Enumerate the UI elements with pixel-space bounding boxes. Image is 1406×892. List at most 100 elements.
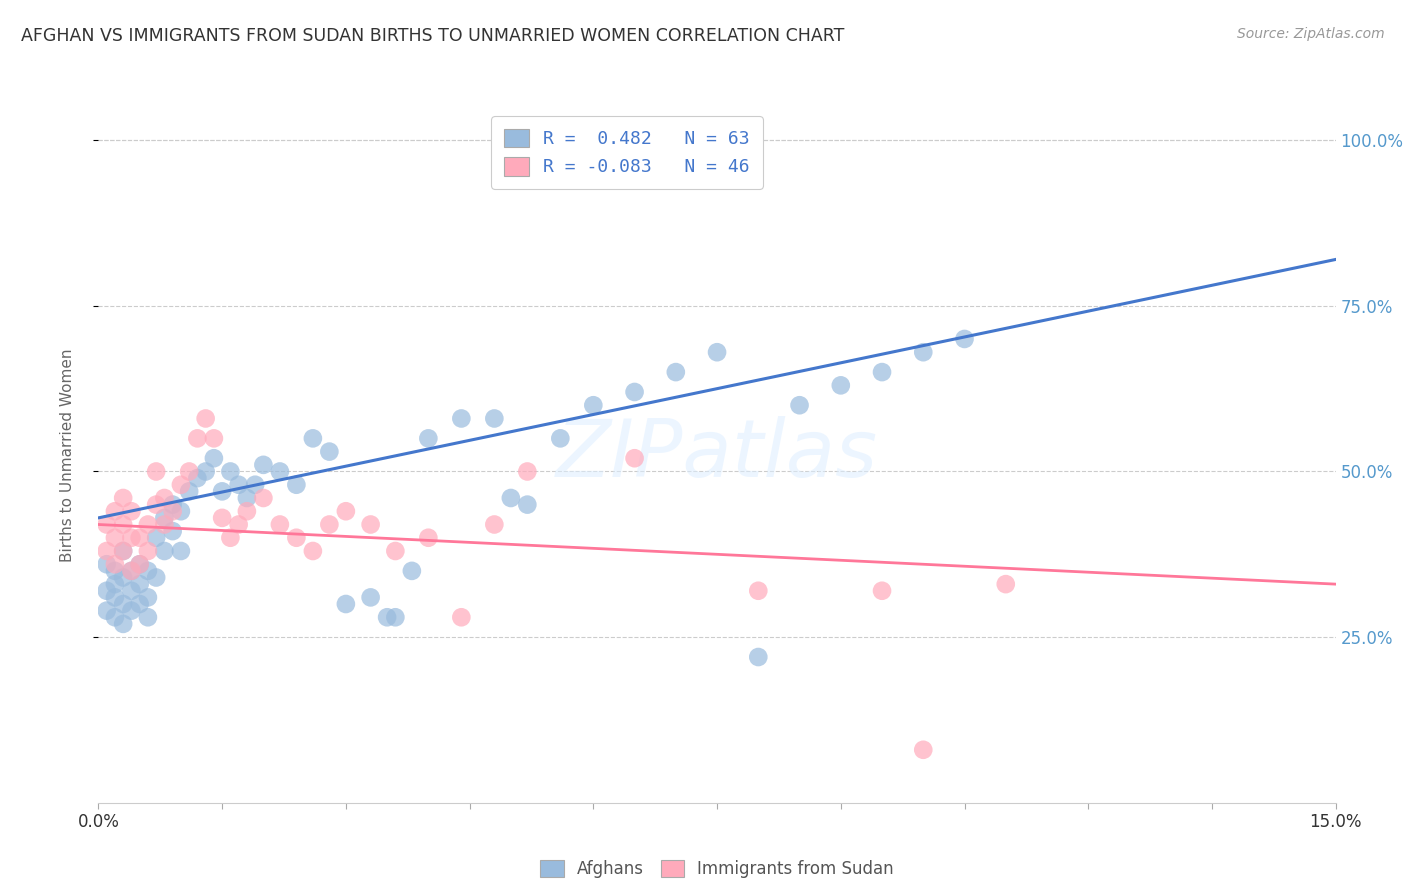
Point — [285, 531, 308, 545]
Point — [112, 570, 135, 584]
Point — [120, 504, 142, 518]
Point — [870, 583, 893, 598]
Point — [112, 544, 135, 558]
Point — [104, 591, 127, 605]
Point — [120, 564, 142, 578]
Point — [104, 564, 127, 578]
Point — [96, 583, 118, 598]
Point — [706, 345, 728, 359]
Point — [153, 517, 176, 532]
Text: AFGHAN VS IMMIGRANTS FROM SUDAN BIRTHS TO UNMARRIED WOMEN CORRELATION CHART: AFGHAN VS IMMIGRANTS FROM SUDAN BIRTHS T… — [21, 27, 845, 45]
Point — [219, 531, 242, 545]
Point — [145, 465, 167, 479]
Point — [211, 511, 233, 525]
Point — [136, 517, 159, 532]
Point — [136, 591, 159, 605]
Text: ZIPatlas: ZIPatlas — [555, 416, 879, 494]
Point — [202, 431, 225, 445]
Point — [120, 531, 142, 545]
Point — [170, 544, 193, 558]
Point — [128, 558, 150, 572]
Point — [302, 431, 325, 445]
Point — [128, 531, 150, 545]
Point — [418, 531, 440, 545]
Point — [162, 524, 184, 538]
Point — [335, 504, 357, 518]
Point — [384, 610, 406, 624]
Point — [582, 398, 605, 412]
Point — [170, 504, 193, 518]
Point — [401, 564, 423, 578]
Point — [112, 544, 135, 558]
Point — [870, 365, 893, 379]
Point — [120, 564, 142, 578]
Point — [186, 431, 208, 445]
Point — [360, 591, 382, 605]
Point — [104, 504, 127, 518]
Point — [153, 511, 176, 525]
Point — [516, 498, 538, 512]
Point — [318, 444, 340, 458]
Point — [128, 577, 150, 591]
Point — [450, 411, 472, 425]
Point — [219, 465, 242, 479]
Point — [484, 517, 506, 532]
Point — [128, 597, 150, 611]
Point — [112, 616, 135, 631]
Point — [104, 577, 127, 591]
Point — [994, 577, 1017, 591]
Point — [96, 558, 118, 572]
Point — [194, 465, 217, 479]
Point — [228, 477, 250, 491]
Point — [499, 491, 522, 505]
Text: Source: ZipAtlas.com: Source: ZipAtlas.com — [1237, 27, 1385, 41]
Point — [179, 465, 201, 479]
Point — [136, 610, 159, 624]
Point — [186, 471, 208, 485]
Point — [236, 504, 259, 518]
Point — [96, 517, 118, 532]
Point — [170, 477, 193, 491]
Point — [252, 491, 274, 505]
Point — [120, 583, 142, 598]
Point — [360, 517, 382, 532]
Point — [112, 517, 135, 532]
Point — [153, 544, 176, 558]
Point — [484, 411, 506, 425]
Point — [269, 517, 291, 532]
Point — [243, 477, 266, 491]
Point — [162, 498, 184, 512]
Point — [318, 517, 340, 532]
Y-axis label: Births to Unmarried Women: Births to Unmarried Women — [60, 348, 75, 562]
Point — [623, 451, 645, 466]
Point — [236, 491, 259, 505]
Point — [145, 531, 167, 545]
Point — [228, 517, 250, 532]
Point — [136, 564, 159, 578]
Point — [516, 465, 538, 479]
Point — [96, 544, 118, 558]
Point — [830, 378, 852, 392]
Point — [104, 558, 127, 572]
Point — [136, 544, 159, 558]
Point — [384, 544, 406, 558]
Point — [162, 504, 184, 518]
Point — [202, 451, 225, 466]
Point — [194, 411, 217, 425]
Point — [285, 477, 308, 491]
Point — [665, 365, 688, 379]
Legend: Afghans, Immigrants from Sudan: Afghans, Immigrants from Sudan — [534, 854, 900, 885]
Point — [128, 558, 150, 572]
Point — [179, 484, 201, 499]
Point — [145, 570, 167, 584]
Point — [112, 597, 135, 611]
Point — [153, 491, 176, 505]
Point — [112, 491, 135, 505]
Point — [789, 398, 811, 412]
Point — [623, 384, 645, 399]
Point — [450, 610, 472, 624]
Point — [145, 498, 167, 512]
Point — [747, 650, 769, 665]
Point — [375, 610, 398, 624]
Point — [252, 458, 274, 472]
